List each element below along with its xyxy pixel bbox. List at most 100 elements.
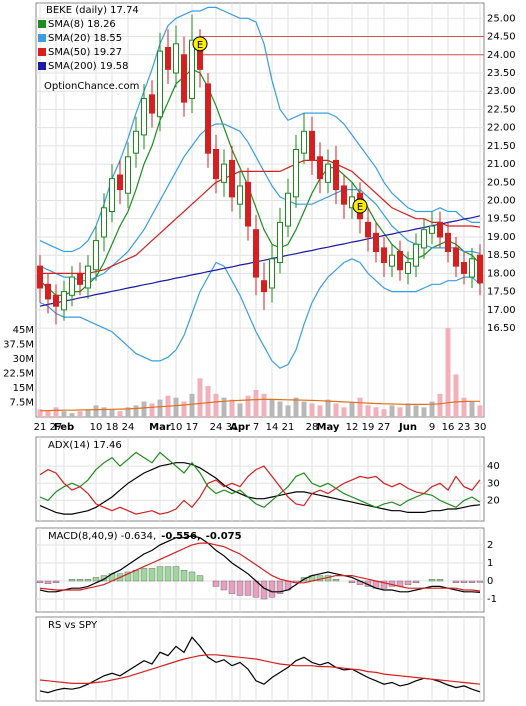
histogram-bar <box>164 566 172 582</box>
candle-body <box>229 159 235 198</box>
candle-body <box>109 178 115 212</box>
legend-label: -0.075 <box>206 531 242 542</box>
x-tick-label: 27 <box>378 422 391 433</box>
volume-bar <box>125 407 131 417</box>
candle-body <box>461 261 467 274</box>
histogram-bar <box>268 580 276 598</box>
x-tick-label: 10 <box>90 422 103 433</box>
candle-body <box>157 50 163 118</box>
histogram-bar <box>236 580 244 596</box>
x-tick-label: 28 <box>306 422 319 433</box>
x-tick-label: 16 <box>442 422 455 433</box>
volume-bar <box>285 405 291 417</box>
earnings-label: E <box>197 40 203 51</box>
legend-label: SMA(50) 19.27 <box>48 47 122 58</box>
x-tick-label: 7 <box>253 422 259 433</box>
candle-body <box>445 232 451 253</box>
candle-body <box>285 192 291 227</box>
histogram-bar <box>76 578 84 582</box>
y-tick-label: 20 <box>487 495 500 506</box>
histogram-bar <box>172 566 180 582</box>
volume-bar <box>309 403 315 417</box>
volume-bar <box>85 409 91 417</box>
candle-body <box>365 221 371 238</box>
candle-body <box>381 247 387 263</box>
volume-average <box>39 398 480 412</box>
volume-bar <box>229 399 235 417</box>
candle-body <box>181 54 187 103</box>
volume-bar <box>469 401 475 417</box>
sma-line <box>39 68 481 296</box>
volume-bar <box>205 386 211 417</box>
y-tick-label: 23.50 <box>487 68 516 79</box>
volume-bar <box>461 397 467 417</box>
histogram-bar <box>92 577 100 582</box>
earnings-marker <box>352 198 368 214</box>
candle-body <box>173 43 179 74</box>
histogram-bar <box>84 578 92 582</box>
indicator-line <box>39 462 481 515</box>
candle-body <box>77 272 83 285</box>
candle-body <box>213 149 219 180</box>
x-tick-label: Mar <box>149 422 171 433</box>
histogram-bar <box>476 580 484 583</box>
volume-bar <box>437 393 443 417</box>
volume-bar <box>453 374 459 417</box>
volume-bar <box>221 397 227 417</box>
candle-body <box>125 156 131 194</box>
volume-bar <box>341 407 347 417</box>
volume-bar <box>413 405 419 417</box>
volume-bar <box>109 409 115 417</box>
indicator-line <box>39 465 481 515</box>
y-tick-label: 17.00 <box>487 305 516 316</box>
x-tick-label: 14 <box>266 422 279 433</box>
chart-title: BEKE (daily) 17.74 <box>46 5 139 16</box>
x-tick-label: 21 <box>34 422 47 433</box>
candle-body <box>45 283 51 300</box>
y-tick-label: 24.00 <box>487 50 516 61</box>
histogram-bar <box>196 575 204 582</box>
legend-swatch <box>38 48 46 56</box>
histogram-bar <box>460 580 468 583</box>
sma-line <box>39 215 481 307</box>
x-tick-label: Apr <box>230 422 250 433</box>
candle-body <box>325 163 331 183</box>
histogram-bar <box>436 578 444 582</box>
y-tick-label: 22.5M <box>3 368 34 379</box>
upper-band <box>39 6 480 253</box>
histogram-bar <box>428 578 436 582</box>
candle-body <box>205 83 211 154</box>
volume-bar <box>301 401 307 417</box>
price-plot: EE <box>37 6 484 369</box>
y-tick-label: 18.50 <box>487 250 516 261</box>
legend-label: SMA(20) 18.55 <box>48 33 122 44</box>
volume-bar <box>333 403 339 417</box>
histogram-bar <box>412 580 420 583</box>
histogram-bar <box>188 571 196 582</box>
earnings-marker <box>192 36 208 52</box>
legend-label: SMA(8) 18.26 <box>48 19 116 30</box>
candle-body <box>413 243 419 267</box>
candle-body <box>333 159 339 191</box>
macd-panel <box>35 527 485 613</box>
y-tick-label: 19.50 <box>487 214 516 225</box>
volume-bar <box>37 409 43 417</box>
y-tick-label: 21.50 <box>487 141 516 152</box>
volume-bar <box>117 411 123 417</box>
macd-plot <box>36 535 484 600</box>
legend-swatch <box>38 62 46 70</box>
candle-body <box>453 247 459 267</box>
x-tick-label: 24 <box>122 422 135 433</box>
x-tick-label: 10 <box>170 422 183 433</box>
volume-bar <box>325 399 331 417</box>
candle-body <box>317 156 323 180</box>
candle-body <box>293 149 299 198</box>
histogram-bar <box>140 568 148 582</box>
histogram-bar <box>36 580 44 583</box>
y-tick-label: 24.50 <box>487 32 516 43</box>
histogram-bar <box>124 571 132 582</box>
panel-title: ADX(14) 17.46 <box>48 440 122 451</box>
volume-bar <box>93 405 99 417</box>
legend-label: -0.556, <box>161 531 201 542</box>
volume-bar <box>397 407 403 417</box>
